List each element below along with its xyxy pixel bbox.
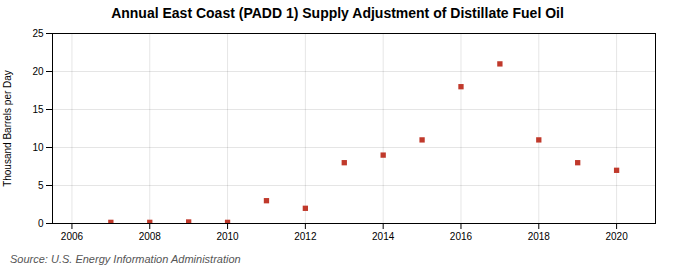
svg-text:2014: 2014 xyxy=(372,231,395,242)
svg-text:2018: 2018 xyxy=(528,231,551,242)
svg-text:5: 5 xyxy=(38,180,44,191)
svg-text:2020: 2020 xyxy=(605,231,628,242)
html-text:Annual East Coast (PADD 1) Sup: Annual East Coast (PADD 1) Supply Adjust… xyxy=(111,5,564,21)
svg-text:2012: 2012 xyxy=(294,231,317,242)
svg-text:25: 25 xyxy=(32,28,44,39)
svg-text:2008: 2008 xyxy=(139,231,162,242)
svg-text:20: 20 xyxy=(32,66,44,77)
svg-text:15: 15 xyxy=(32,104,44,115)
svg-text:2006: 2006 xyxy=(61,231,84,242)
svg-text:2010: 2010 xyxy=(216,231,239,242)
svg-text:Thousand Barrels per Day: Thousand Barrels per Day xyxy=(2,70,13,187)
svg-text:10: 10 xyxy=(32,142,44,153)
svg-text:0: 0 xyxy=(38,218,44,229)
html-text:Source: U.S. Energy Informatio: Source: U.S. Energy Information Administ… xyxy=(10,253,241,265)
svg-text:2016: 2016 xyxy=(450,231,473,242)
